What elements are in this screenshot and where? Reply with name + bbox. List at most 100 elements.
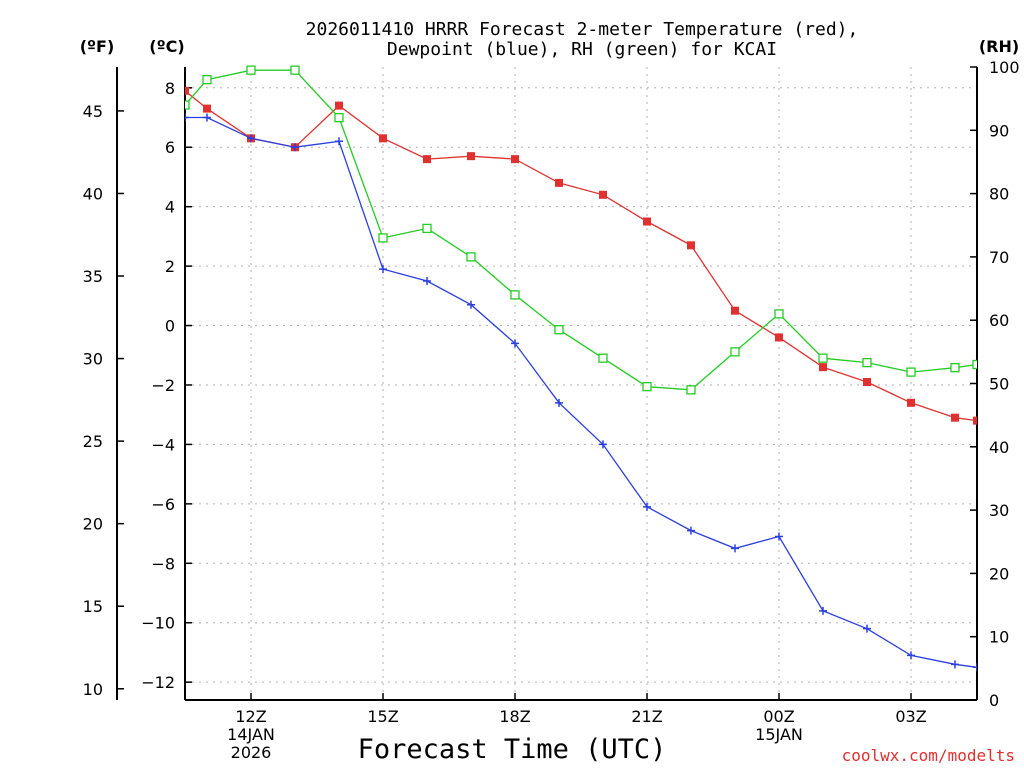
celsius-tick-label: −4 (151, 435, 175, 454)
temperature-line (185, 90, 977, 422)
dewpoint-point (907, 651, 915, 660)
celsius-tick-label: 6 (165, 138, 175, 157)
relative-humidity-point (862, 357, 872, 368)
relative-humidity-point (290, 65, 300, 75)
rh-tick-label: 70 (989, 248, 1009, 267)
relative-humidity-point (972, 359, 977, 370)
x-axis-title: Forecast Time (UTC) (358, 734, 667, 765)
fahrenheit-tick-label: 25 (83, 432, 103, 451)
dewpoint-point (467, 300, 475, 309)
temperature-point (555, 178, 563, 187)
relative-humidity-point (185, 100, 190, 110)
fahrenheit-unit-label: (ºF) (80, 37, 115, 56)
temperature-point (907, 398, 915, 407)
celsius-tick-label: 8 (165, 79, 175, 98)
x-tick-label: 18Z (499, 707, 530, 726)
credit-label: coolwx.com/modelts (842, 746, 1015, 765)
rh-tick-label: 100 (989, 58, 1020, 77)
dewpoint-point (335, 137, 343, 146)
relative-humidity-point (510, 290, 520, 300)
celsius-tick-label: −8 (151, 554, 175, 573)
dewpoint-point (643, 502, 651, 511)
temperature-point (687, 241, 695, 250)
chart-title-line-1: 2026011410 HRRR Forecast 2-meter Tempera… (306, 19, 859, 40)
x-tick-label: 00Z (763, 707, 794, 726)
chart-title-line-2: Dewpoint (blue), RH (green) for KCAI (387, 39, 777, 60)
fahrenheit-tick-label: 10 (83, 680, 103, 699)
relative-humidity-point (598, 353, 608, 363)
relative-humidity-point (642, 382, 652, 392)
dewpoint-point (511, 339, 519, 348)
rh-tick-label: 80 (989, 185, 1009, 204)
dewpoint-point (973, 663, 977, 672)
dewpoint-point (247, 134, 255, 143)
dewpoint-point (291, 143, 299, 152)
dewpoint-line (185, 116, 977, 668)
rh-tick-label: 40 (989, 438, 1009, 457)
temperature-point (643, 217, 651, 226)
x-tick-label: 2026 (231, 743, 272, 762)
fahrenheit-tick-label: 40 (83, 184, 103, 203)
rh-tick-label: 50 (989, 375, 1009, 394)
temperature-point (467, 152, 475, 161)
x-tick-label: 21Z (631, 707, 662, 726)
relative-humidity-point (466, 252, 476, 262)
x-tick-label: 15Z (367, 707, 398, 726)
rh-tick-label: 60 (989, 311, 1009, 330)
rh-tick-label: 90 (989, 121, 1009, 140)
temperature-point (973, 416, 977, 425)
temperature-point (379, 134, 387, 143)
temperature-point (863, 378, 871, 387)
axes (116, 67, 978, 701)
dewpoint-point (951, 660, 959, 669)
x-tick-label: 12Z (235, 707, 266, 726)
rh-tick-label: 30 (989, 501, 1009, 520)
data-series (185, 65, 977, 672)
celsius-tick-label: −12 (141, 673, 175, 692)
fahrenheit-tick-label: 45 (83, 102, 103, 121)
relative-humidity-point (950, 363, 960, 373)
x-tick-label: 15JAN (755, 725, 803, 744)
fahrenheit-tick-label: 35 (83, 267, 103, 286)
temperature-point (731, 306, 739, 315)
relative-humidity-point (686, 385, 696, 395)
temperature-point (951, 413, 959, 422)
dewpoint-point (687, 526, 695, 535)
celsius-unit-label: (ºC) (149, 37, 184, 56)
celsius-tick-label: −10 (141, 614, 175, 633)
temperature-point (203, 104, 211, 113)
dewpoint-point (203, 113, 211, 122)
rh-tick-label: 0 (989, 691, 999, 710)
fahrenheit-tick-label: 20 (83, 515, 103, 534)
dewpoint-point (185, 113, 189, 122)
temperature-point (775, 333, 783, 342)
relative-humidity-point (246, 65, 256, 75)
dewpoint-point (819, 606, 827, 615)
celsius-tick-label: 4 (165, 198, 175, 217)
dewpoint-point (731, 544, 739, 553)
gridlines (185, 67, 977, 700)
rh-tick-label: 20 (989, 564, 1009, 583)
temperature-point (423, 155, 431, 164)
rh-tick-label: 10 (989, 628, 1009, 647)
temperature-point (335, 101, 343, 110)
relative-humidity-point (378, 233, 388, 243)
celsius-tick-label: 2 (165, 257, 175, 276)
temperature-point (185, 86, 189, 95)
relative-humidity-point (422, 223, 432, 234)
dewpoint-point (599, 440, 607, 449)
celsius-tick-label: 0 (165, 317, 175, 336)
temperature-point (819, 363, 827, 372)
relative-humidity-point (334, 112, 344, 123)
dewpoint-point (423, 276, 431, 285)
relative-humidity-point (554, 325, 564, 335)
relative-humidity-point (906, 367, 916, 377)
relative-humidity-line (185, 69, 977, 391)
fahrenheit-tick-label: 15 (83, 597, 103, 616)
relative-humidity-point (202, 75, 212, 85)
relative-humidity-point (774, 309, 784, 319)
celsius-tick-label: −6 (151, 495, 175, 514)
relative-humidity-point (818, 353, 828, 363)
